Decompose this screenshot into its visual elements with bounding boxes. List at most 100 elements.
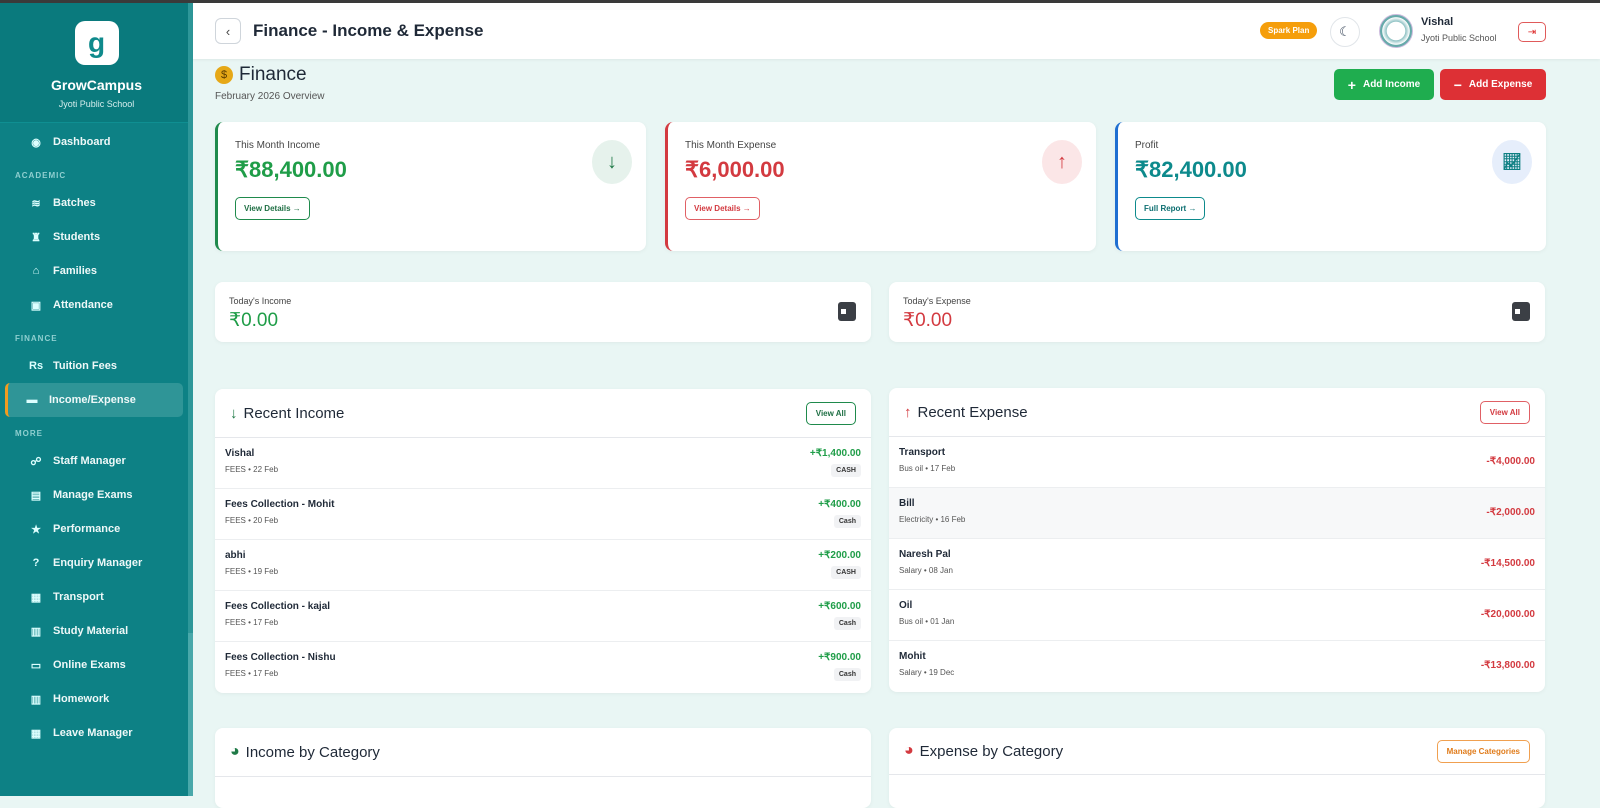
sidebar-item-online-exams[interactable]: ▭ Online Exams bbox=[5, 648, 183, 682]
back-button[interactable]: ‹ bbox=[215, 18, 241, 44]
sidebar-item-staff-manager[interactable]: ☍ Staff Manager bbox=[5, 444, 183, 478]
full-report-button[interactable]: Full Report → bbox=[1135, 197, 1206, 220]
money-bag-icon: $ bbox=[215, 66, 233, 84]
brand-name: GrowCampus bbox=[50, 77, 142, 93]
payment-mode-badge: CASH bbox=[831, 464, 861, 477]
item-meta: FEES • 17 Feb bbox=[225, 669, 279, 678]
list-item[interactable]: Transport Bus oil • 17 Feb -₹4,000.00 bbox=[889, 437, 1545, 488]
moon-icon: ☾ bbox=[1339, 24, 1351, 39]
item-amount: -₹13,800.00 bbox=[1480, 660, 1535, 671]
item-name: Transport bbox=[899, 447, 946, 458]
book-icon: ▥ bbox=[30, 693, 42, 706]
user-name: Vishal bbox=[1421, 16, 1454, 28]
expense-by-category-panel: ◕ Expense by Category Manage Categories bbox=[889, 728, 1545, 808]
panel-title: Recent Income bbox=[243, 404, 345, 422]
stat-card-month-expense: This Month Expense ₹6,000.00 View Detail… bbox=[665, 122, 1096, 251]
list-item[interactable]: Mohit Salary • 19 Dec -₹13,800.00 bbox=[889, 641, 1545, 692]
plus-icon: + bbox=[1347, 76, 1356, 93]
document-icon: ▤ bbox=[30, 489, 42, 502]
list-item[interactable]: Vishal FEES • 22 Feb +₹1,400.00 CASH bbox=[215, 438, 871, 489]
item-meta: Salary • 19 Dec bbox=[899, 668, 955, 677]
school-avatar[interactable] bbox=[1379, 14, 1413, 48]
section-finance: FINANCE bbox=[15, 334, 58, 343]
calendar-icon bbox=[838, 302, 856, 321]
view-all-income-button[interactable]: View All bbox=[805, 401, 856, 425]
item-meta: Bus oil • 01 Jan bbox=[899, 617, 955, 626]
arrow-down-icon: ↓ bbox=[592, 140, 632, 184]
window-top-bar bbox=[0, 0, 1600, 3]
user-school: Jyoti Public School bbox=[1421, 33, 1497, 43]
item-name: Oil bbox=[899, 600, 913, 611]
brand: g GrowCampus Jyoti Public School bbox=[0, 3, 193, 123]
sidebar-item-attendance[interactable]: ▣ Attendance bbox=[5, 288, 183, 322]
sidebar-item-label: Leave Manager bbox=[53, 727, 133, 739]
sidebar-item-label: Dashboard bbox=[53, 136, 111, 148]
view-details-button[interactable]: View Details → bbox=[235, 197, 310, 220]
sidebar-item-batches[interactable]: ≋ Batches bbox=[5, 186, 183, 220]
list-item[interactable]: Fees Collection - kajal FEES • 17 Feb +₹… bbox=[215, 591, 871, 642]
item-name: Vishal bbox=[225, 448, 255, 459]
item-name: Mohit bbox=[899, 651, 926, 662]
payment-mode-badge: Cash bbox=[833, 668, 861, 681]
theme-toggle-button[interactable]: ☾ bbox=[1330, 17, 1360, 47]
list-item[interactable]: Naresh Pal Salary • 08 Jan -₹14,500.00 bbox=[889, 539, 1545, 590]
recent-expense-panel: ↑ Recent Expense View All Transport Bus oi… bbox=[889, 388, 1545, 692]
item-meta: Electricity • 16 Feb bbox=[899, 515, 966, 524]
sidebar-item-label: Students bbox=[53, 231, 101, 243]
item-amount: -₹14,500.00 bbox=[1480, 558, 1535, 569]
sidebar-item-income-expense[interactable]: ▬ Income/Expense bbox=[5, 383, 183, 417]
item-meta: Bus oil • 17 Feb bbox=[899, 464, 956, 473]
sidebar-item-enquiry-manager[interactable]: ? Enquiry Manager bbox=[5, 546, 183, 580]
sidebar-item-label: Staff Manager bbox=[53, 455, 126, 467]
sidebar-item-leave-manager[interactable]: ▦ Leave Manager bbox=[5, 716, 183, 750]
add-income-button[interactable]: + Add Income bbox=[1334, 69, 1434, 100]
item-amount: -₹20,000.00 bbox=[1480, 609, 1535, 620]
sidebar-item-label: Performance bbox=[53, 523, 121, 535]
item-amount: +₹200.00 bbox=[818, 550, 861, 561]
sidebar-item-label: Attendance bbox=[53, 299, 113, 311]
today-value: ₹0.00 bbox=[229, 310, 279, 331]
list-item[interactable]: Bill Electricity • 16 Feb -₹2,000.00 bbox=[889, 488, 1545, 539]
sidebar-item-tuition-fees[interactable]: Rs Tuition Fees bbox=[5, 349, 183, 383]
payment-mode-badge: Cash bbox=[833, 515, 861, 528]
sidebar-scrollbar[interactable] bbox=[188, 3, 193, 796]
panel-title: Income by Category bbox=[245, 743, 380, 761]
calendar-icon bbox=[1512, 302, 1530, 321]
laptop-icon: ▭ bbox=[30, 659, 42, 672]
item-meta: FEES • 20 Feb bbox=[225, 516, 279, 525]
question-icon: ? bbox=[32, 557, 40, 569]
sidebar-item-performance[interactable]: ★ Performance bbox=[5, 512, 183, 546]
sidebar-item-manage-exams[interactable]: ▤ Manage Exams bbox=[5, 478, 183, 512]
home-icon: ⌂ bbox=[32, 265, 40, 277]
view-all-expense-button[interactable]: View All bbox=[1479, 400, 1530, 424]
sidebar-item-homework[interactable]: ▥ Homework bbox=[5, 682, 183, 716]
add-expense-button[interactable]: − Add Expense bbox=[1440, 69, 1546, 100]
item-amount: +₹1,400.00 bbox=[809, 448, 861, 459]
dashboard-icon: ◉ bbox=[31, 136, 41, 149]
page-header-title: Finance - Income & Expense bbox=[253, 21, 484, 40]
today-expense-card: Today's Expense ₹0.00 bbox=[889, 282, 1545, 342]
sidebar-item-dashboard[interactable]: ◉ Dashboard bbox=[5, 125, 183, 159]
sidebar-item-label: Tuition Fees bbox=[53, 360, 117, 372]
pie-chart-icon: ◕ bbox=[904, 742, 914, 759]
list-item[interactable]: abhi FEES • 19 Feb +₹200.00 CASH bbox=[215, 540, 871, 591]
pie-chart-icon: ◕ bbox=[230, 743, 240, 760]
list-item[interactable]: Oil Bus oil • 01 Jan -₹20,000.00 bbox=[889, 590, 1545, 641]
bus-icon: ▦ bbox=[30, 591, 42, 604]
sidebar-item-study-material[interactable]: ▥ Study Material bbox=[5, 614, 183, 648]
logout-button[interactable]: ⇥ bbox=[1518, 22, 1546, 42]
graduate-icon: ♜ bbox=[31, 231, 41, 244]
list-item[interactable]: Fees Collection - Mohit FEES • 20 Feb +₹… bbox=[215, 489, 871, 540]
stat-value: ₹82,400.00 bbox=[1135, 157, 1247, 182]
manage-categories-button[interactable]: Manage Categories bbox=[1436, 739, 1530, 763]
sidebar-item-transport[interactable]: ▦ Transport bbox=[5, 580, 183, 614]
sidebar-item-students[interactable]: ♜ Students bbox=[5, 220, 183, 254]
sidebar-item-label: Study Material bbox=[53, 625, 129, 637]
sidebar-item-label: Manage Exams bbox=[53, 489, 133, 501]
view-details-button[interactable]: View Details → bbox=[685, 197, 760, 220]
list-item[interactable]: Fees Collection - Nishu FEES • 17 Feb +₹… bbox=[215, 642, 871, 693]
item-name: Fees Collection - kajal bbox=[225, 601, 331, 612]
section-academic: ACADEMIC bbox=[15, 171, 67, 180]
item-amount: +₹900.00 bbox=[818, 652, 861, 663]
sidebar-item-families[interactable]: ⌂ Families bbox=[5, 254, 183, 288]
